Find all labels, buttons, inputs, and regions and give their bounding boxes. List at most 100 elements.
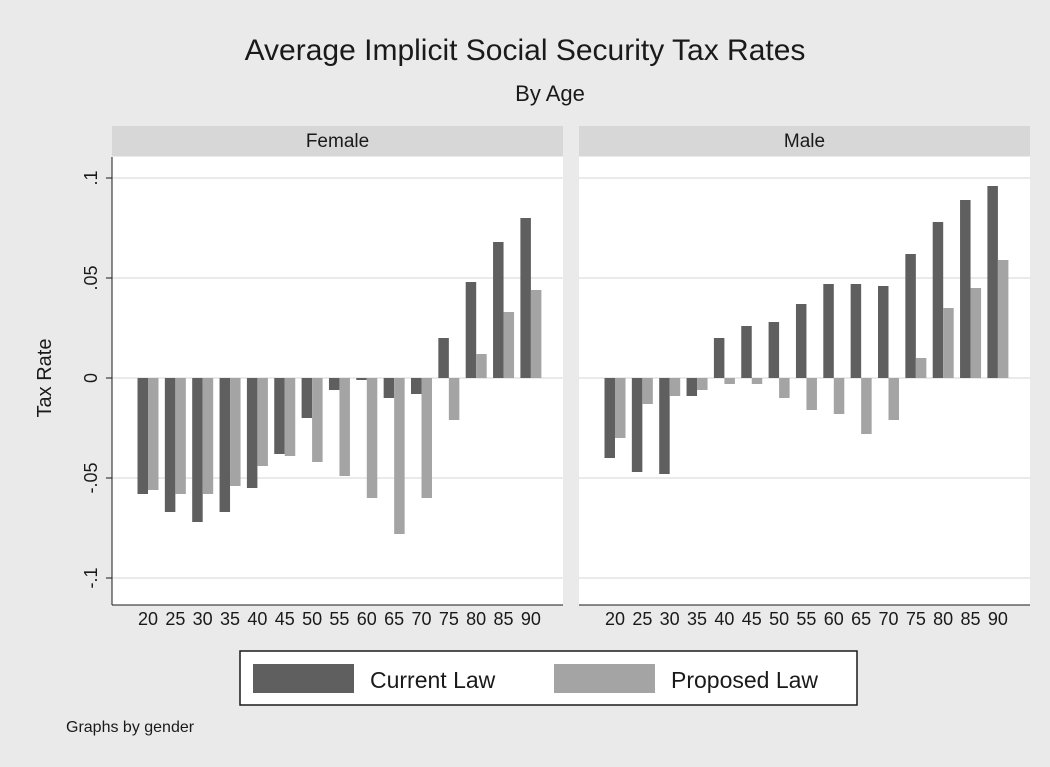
bar-male-proposed-30: [669, 378, 681, 396]
bar-male-current-75: [905, 254, 916, 378]
legend: Current Law Proposed Law: [239, 650, 858, 706]
bar-male-proposed-65: [861, 378, 872, 434]
panels-layer: Female 20 25 30 35 40 45 50 55 60 65 70 75 80 85 90 -.1 -…: [81, 126, 1030, 629]
x-tick-label-male: 35: [687, 609, 707, 629]
x-tick-label-male: 20: [605, 609, 625, 629]
x-tick-label-male: 80: [933, 609, 953, 629]
bar-female-proposed-90: [530, 290, 542, 378]
panel-strip-female: [112, 126, 563, 156]
bar-male-proposed-45: [751, 378, 763, 384]
bar-female-proposed-70: [421, 378, 432, 498]
bar-male-proposed-35: [697, 378, 708, 390]
bar-female-current-85: [493, 242, 504, 378]
plot-area-male: [579, 157, 1030, 605]
x-tick-label-female: 40: [247, 609, 267, 629]
bar-female-current-30: [192, 378, 203, 522]
x-tick-label-male: 50: [769, 609, 789, 629]
x-tick-label-male: 65: [851, 609, 871, 629]
bar-male-current-50: [768, 322, 780, 378]
panel-title-female: Female: [306, 131, 369, 152]
bar-female-current-65: [383, 378, 395, 398]
x-tick-label-female: 60: [357, 609, 377, 629]
bar-male-proposed-40: [724, 378, 735, 384]
legend-swatch-proposed-law: [554, 664, 655, 693]
bar-male-current-55: [795, 304, 807, 378]
bar-female-proposed-85: [503, 312, 515, 378]
bar-male-current-45: [741, 326, 752, 378]
legend-label-current-law: Current Law: [370, 667, 496, 693]
bar-female-proposed-65: [394, 378, 405, 534]
bar-female-current-25: [164, 378, 176, 512]
y-tick-label: -.05: [81, 462, 101, 493]
bar-female-proposed-80: [476, 354, 487, 378]
bar-male-current-90: [987, 186, 998, 378]
panel-strip-male: [579, 126, 1030, 156]
bar-male-current-70: [878, 286, 889, 378]
bar-male-current-85: [960, 200, 971, 378]
panel-title-male: Male: [784, 131, 825, 152]
x-tick-label-female: 75: [439, 609, 459, 629]
bar-female-proposed-50: [312, 378, 323, 462]
bar-male-current-40: [713, 338, 725, 378]
bar-male-proposed-55: [806, 378, 817, 410]
bar-female-current-40: [246, 378, 258, 488]
x-tick-label-male: 45: [742, 609, 762, 629]
bar-female-proposed-40: [257, 378, 268, 466]
panel-female: Female 20 25 30 35 40 45 50 55 60 65 70 75 80 85 90 -.1 -…: [81, 126, 563, 629]
x-tick-label-male: 25: [632, 609, 652, 629]
bar-male-proposed-75: [915, 358, 927, 378]
x-tick-label-female: 70: [411, 609, 431, 629]
bar-male-current-35: [686, 378, 698, 396]
bar-male-proposed-20: [615, 378, 626, 438]
x-tick-label-female: 30: [193, 609, 213, 629]
bar-female-proposed-35: [230, 378, 241, 486]
bar-female-current-90: [520, 218, 531, 378]
y-tick-label: -.1: [81, 567, 101, 588]
bar-female-current-75: [438, 338, 449, 378]
bar-female-current-70: [411, 378, 422, 394]
x-tick-label-male: 40: [714, 609, 734, 629]
chart-subtitle: By Age: [515, 81, 585, 106]
x-tick-label-male: 70: [878, 609, 898, 629]
bar-male-current-20: [604, 378, 615, 458]
bar-female-current-35: [219, 378, 231, 512]
bar-male-current-30: [659, 378, 670, 474]
x-tick-label-female: 85: [494, 609, 514, 629]
bar-male-current-65: [850, 284, 862, 378]
bar-male-proposed-70: [888, 378, 899, 420]
legend-swatch-current-law: [253, 664, 354, 693]
bar-female-proposed-45: [284, 378, 296, 456]
bar-female-proposed-60: [366, 378, 378, 498]
bar-male-current-25: [631, 378, 643, 472]
x-tick-label-female: 80: [466, 609, 486, 629]
x-tick-label-female: 90: [521, 609, 541, 629]
x-tick-label-female: 35: [220, 609, 240, 629]
x-tick-label-female: 25: [165, 609, 185, 629]
x-tick-label-female: 55: [329, 609, 349, 629]
bar-female-current-45: [274, 378, 285, 454]
bar-female-proposed-55: [339, 378, 350, 476]
bar-male-proposed-80: [943, 308, 954, 378]
x-tick-label-male: 60: [824, 609, 844, 629]
x-tick-label-female: 20: [138, 609, 158, 629]
bar-female-proposed-30: [202, 378, 214, 494]
x-tick-label-male: 85: [961, 609, 981, 629]
panel-male: Male 20 25 30 35 40 45 50 55 60 65 70 75 80 85 90: [579, 126, 1030, 629]
x-tick-label-male: 55: [796, 609, 816, 629]
y-tick-label: 0: [81, 373, 101, 383]
bar-male-current-60: [823, 284, 834, 378]
bar-male-current-80: [932, 222, 944, 378]
bar-male-proposed-50: [779, 378, 790, 398]
y-tick-label: .05: [81, 265, 101, 290]
bar-female-current-20: [137, 378, 148, 494]
y-axis-label: Tax Rate: [34, 339, 56, 418]
legend-label-proposed-law: Proposed Law: [671, 667, 818, 693]
bar-male-proposed-90: [997, 260, 1009, 378]
bar-male-proposed-25: [642, 378, 653, 404]
x-tick-label-female: 65: [384, 609, 404, 629]
x-tick-label-male: 30: [660, 609, 680, 629]
bar-male-proposed-85: [970, 288, 982, 378]
bar-female-current-55: [328, 378, 340, 390]
chart-title: Average Implicit Social Security Tax Rat…: [245, 34, 806, 67]
